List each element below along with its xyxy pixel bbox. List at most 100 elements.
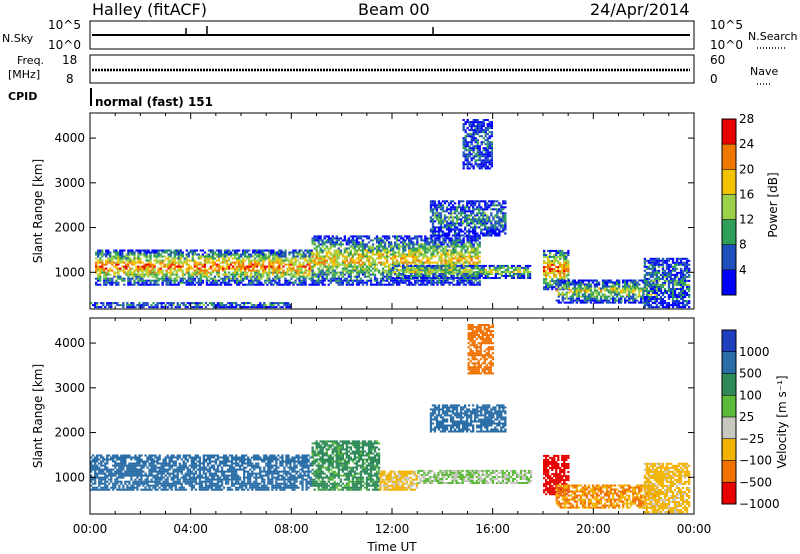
echo-cell <box>201 265 205 268</box>
echo-cell <box>468 251 471 254</box>
echo-cell <box>117 273 120 276</box>
echo-cell <box>575 295 579 298</box>
echo-cell <box>103 273 106 276</box>
echo-cell <box>486 139 489 142</box>
echo-cell <box>300 263 303 266</box>
echo-cell <box>323 273 326 276</box>
echo-cell <box>236 267 239 270</box>
echo-cell <box>292 263 295 266</box>
echo-cell <box>236 257 239 260</box>
echo-cell <box>649 300 653 303</box>
echo-cell <box>460 220 463 223</box>
echo-cell <box>115 281 118 284</box>
echo-cell <box>209 283 213 286</box>
echo-cell <box>651 288 655 291</box>
echo-cell <box>369 245 373 248</box>
echo-cell <box>431 234 435 237</box>
echo-cell <box>412 249 415 252</box>
echo-cell <box>478 153 481 156</box>
echo-cell <box>234 275 237 278</box>
echo-cell <box>123 277 126 280</box>
echo-cell <box>630 285 633 288</box>
echo-cell <box>433 202 437 205</box>
echo-cell <box>434 268 437 271</box>
echo-cell <box>474 264 477 267</box>
echo-cell <box>426 239 429 242</box>
echo-cell <box>488 200 491 203</box>
echo-cell <box>254 269 257 272</box>
echo-cell <box>127 257 130 260</box>
echo-cell <box>193 277 197 280</box>
echo-cell <box>400 241 403 244</box>
echo-cell <box>99 253 102 256</box>
echo-cell <box>217 273 221 276</box>
echo-cell <box>484 208 487 211</box>
echo-cell <box>317 281 320 284</box>
echo-cell <box>272 259 275 262</box>
echo-cell <box>244 269 247 272</box>
echo-cell <box>589 285 593 288</box>
echo-cell <box>165 251 168 254</box>
echo-cell <box>468 216 471 219</box>
echo-cell <box>227 263 231 266</box>
echo-cell <box>436 247 439 250</box>
echo-cell <box>563 262 566 265</box>
echo-cell <box>643 275 647 278</box>
echo-cell <box>454 245 457 248</box>
echo-cell <box>216 302 220 305</box>
echo-cell <box>217 255 221 258</box>
echo-cell <box>337 281 340 284</box>
echo-cell <box>444 259 447 262</box>
echo-cell <box>460 281 463 284</box>
echo-cell <box>149 251 152 254</box>
echo-cell <box>107 273 110 276</box>
echo-cell <box>296 267 299 270</box>
echo-cell <box>114 302 117 305</box>
echo-cell <box>141 265 144 268</box>
echo-cell <box>561 276 564 279</box>
echo-cell <box>470 135 473 138</box>
echo-cell <box>439 202 443 205</box>
echo-cell <box>549 282 552 285</box>
echo-cell <box>236 271 239 274</box>
echo-cell <box>464 277 467 280</box>
echo-cell <box>361 263 365 266</box>
echo-cell <box>565 268 568 271</box>
echo-cell <box>472 135 475 138</box>
echo-cell <box>433 226 437 229</box>
echo-cell <box>108 302 111 305</box>
echo-cell <box>264 257 267 260</box>
echo-cell <box>311 275 314 278</box>
echo-cell <box>113 265 116 268</box>
echo-cell <box>167 265 170 268</box>
echo-cell <box>638 287 641 290</box>
echo-cell <box>341 239 345 242</box>
echo-cell <box>656 289 659 292</box>
echo-cell <box>200 306 204 309</box>
echo-cell <box>640 297 643 300</box>
echo-cell <box>173 263 176 266</box>
echo-cell <box>583 301 587 304</box>
echo-cell <box>189 267 193 270</box>
echo-cell <box>466 135 469 138</box>
echo-cell <box>545 278 548 281</box>
echo-cell <box>429 208 433 211</box>
echo-cell <box>500 224 503 227</box>
echo-cell <box>139 251 142 254</box>
echo-cell <box>347 283 351 286</box>
echo-cell <box>347 241 351 244</box>
echo-cell <box>179 253 182 256</box>
echo-cell <box>325 267 328 270</box>
echo-cell <box>183 259 186 262</box>
echo-cell <box>110 302 113 305</box>
echo-cell <box>581 293 585 296</box>
echo-cell <box>404 275 407 278</box>
echo-cell <box>390 271 393 274</box>
echo-cell <box>357 241 361 244</box>
echo-cell <box>347 243 351 246</box>
echo-cell <box>151 251 154 254</box>
echo-cell <box>163 249 166 252</box>
echo-cell <box>468 135 471 138</box>
echo-cell <box>149 279 152 282</box>
echo-cell <box>436 281 439 284</box>
